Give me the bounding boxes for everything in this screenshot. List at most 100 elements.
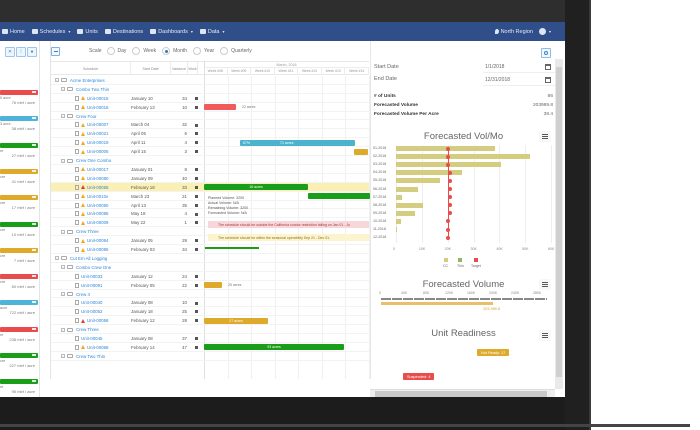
work-checkbox[interactable]: [195, 168, 198, 171]
scale-month-radio[interactable]: Month: [162, 47, 187, 55]
unit-row[interactable]: Unit-00095 May 18 4: [51, 210, 369, 219]
nav-dashboards[interactable]: Dashboards ▾: [150, 29, 193, 35]
unit-link[interactable]: Unit-00080: [87, 175, 109, 181]
collapse-toggle-icon[interactable]: −: [55, 256, 59, 261]
unit-card[interactable]: cre 17 mbf / acre: [0, 195, 38, 210]
unit-row[interactable]: Unit-00045 January 08 37: [51, 334, 369, 343]
schedule-bar[interactable]: [308, 193, 370, 200]
schedule-bar[interactable]: [204, 282, 222, 289]
grid-view-button[interactable]: ⁞: [16, 47, 26, 57]
unit-row[interactable]: Unit-00068 February 14 47: [51, 343, 369, 352]
work-checkbox[interactable]: [195, 221, 198, 225]
unit-link[interactable]: Unit-00017: [87, 166, 109, 172]
unit-card[interactable]: re 238 mbf / acre: [0, 326, 38, 342]
unit-link[interactable]: Unit-00095: [87, 247, 109, 253]
region-selector[interactable]: North Region: [494, 29, 533, 35]
legend-item-target[interactable]: Target: [471, 258, 481, 268]
unit-card[interactable]: cre 227 mbf / acre: [0, 353, 38, 368]
work-checkbox[interactable]: [195, 283, 198, 287]
schedule-bar[interactable]: [204, 104, 236, 111]
unit-row[interactable]: Unit-00080 January 09 40: [51, 174, 369, 183]
group-row[interactable]: − Crew Three: [51, 325, 369, 335]
unit-link[interactable]: Unit-00094: [87, 238, 109, 244]
unit-link[interactable]: Unit-00040: [81, 300, 103, 306]
work-checkbox[interactable]: [195, 176, 198, 180]
unit-link[interactable]: Unit-00090: [87, 202, 109, 208]
unit-link[interactable]: Unit-00019: [87, 140, 109, 146]
work-checkbox[interactable]: [195, 310, 198, 314]
suspended-badge[interactable]: Suspended: 4: [403, 373, 435, 380]
col-work[interactable]: Work: [188, 62, 198, 75]
unit-card[interactable]: re 95 mbf / acre: [0, 379, 38, 394]
group-link[interactable]: Crew Three: [76, 327, 99, 333]
work-checkbox[interactable]: [195, 185, 198, 189]
unit-link[interactable]: Unit-00091: [81, 282, 103, 288]
unit-link[interactable]: Unit-00058: [87, 318, 109, 324]
work-checkbox[interactable]: [195, 274, 198, 278]
unit-link[interactable]: Unit-00068: [87, 344, 109, 350]
chart-menu-button[interactable]: [539, 131, 551, 142]
unit-row[interactable]: Unit-00006 April 15 3: [51, 147, 369, 157]
nav-home[interactable]: Home: [2, 29, 25, 35]
scrollbar-thumb[interactable]: [375, 391, 547, 397]
group-row[interactable]: − Crew Two Thin: [51, 352, 369, 361]
group-link[interactable]: Crew Four: [76, 113, 97, 119]
end-date-input[interactable]: 12/31/2018: [483, 75, 555, 86]
scrollbar-thumb[interactable]: [556, 67, 562, 377]
unit-link[interactable]: Unit-00021: [87, 131, 109, 137]
collapse-toggle-icon[interactable]: −: [61, 158, 65, 163]
col-schedule[interactable]: Schedule: [51, 62, 131, 75]
schedule-bar[interactable]: [354, 148, 368, 155]
work-checkbox[interactable]: [195, 319, 198, 323]
unit-card[interactable]: cre 10 mbf / acre: [0, 221, 38, 237]
close-view-button[interactable]: ✕: [5, 47, 15, 57]
scale-year-radio[interactable]: Year: [193, 47, 214, 55]
settings-button[interactable]: [541, 48, 551, 58]
work-checkbox[interactable]: [195, 239, 198, 243]
collapse-toggle-icon[interactable]: −: [61, 354, 65, 359]
unit-row[interactable]: Unit-00019 April 11 4: [51, 138, 369, 148]
nav-schedules[interactable]: Schedules ▾: [31, 29, 70, 35]
unit-card[interactable]: cre 7 mbf / acre: [0, 247, 38, 263]
collapse-toggle-icon[interactable]: −: [61, 229, 65, 234]
work-checkbox[interactable]: [195, 132, 198, 136]
unit-row[interactable]: Unit-00094 January 05 29: [51, 236, 369, 246]
target-marker[interactable]: [447, 211, 452, 216]
unit-row[interactable]: Unit-00040 January 08 10: [51, 299, 369, 308]
cc-bar[interactable]: [396, 154, 531, 160]
group-link[interactable]: Crew Three: [76, 229, 99, 235]
scale-quarterly-radio[interactable]: Quarterly: [220, 47, 252, 55]
scale-week-radio[interactable]: Week: [132, 47, 156, 55]
group-row[interactable]: − Crew One Combo: [51, 156, 369, 165]
collapse-toggle-icon[interactable]: −: [61, 265, 65, 270]
start-date-input[interactable]: 1/1/2018: [483, 62, 555, 73]
target-marker[interactable]: [447, 187, 452, 191]
cc-bar[interactable]: [396, 178, 440, 184]
collapse-toggle-icon[interactable]: −: [61, 114, 65, 119]
unit-link[interactable]: Unit-00055: [87, 184, 109, 190]
work-checkbox[interactable]: [195, 346, 198, 349]
bullet-value-bar[interactable]: [381, 302, 494, 305]
target-marker[interactable]: [447, 178, 452, 183]
unit-card[interactable]: 5 acre 76 mbf / acre: [0, 90, 38, 105]
unit-link[interactable]: Unit-00033: [81, 273, 103, 279]
work-checkbox[interactable]: [195, 96, 198, 100]
unit-row[interactable]: Unit-00033 January 12 24: [51, 272, 369, 281]
unit-link[interactable]: Unit-00006: [87, 149, 109, 155]
cc-bar[interactable]: [396, 218, 402, 224]
work-checkbox[interactable]: [195, 212, 198, 216]
unit-link[interactable]: Unit-00009: [87, 220, 109, 226]
unit-card[interactable]: cre 60 mbf / acre: [0, 274, 38, 289]
group-row[interactable]: − Combo Crew One: [51, 263, 369, 272]
user-menu[interactable]: ▾: [538, 28, 551, 35]
collapse-toggle-icon[interactable]: −: [61, 292, 65, 297]
group-link[interactable]: Cut Em All Logging: [70, 255, 108, 261]
work-checkbox[interactable]: [195, 203, 198, 207]
work-checkbox[interactable]: [195, 194, 198, 198]
target-marker[interactable]: [447, 170, 452, 175]
unit-row[interactable]: Unit-00090 April 13 35: [51, 201, 369, 210]
unit-row[interactable]: Unit-00021 April 05 6: [51, 129, 369, 139]
work-checkbox[interactable]: [195, 337, 198, 341]
collapse-toggle-icon[interactable]: −: [61, 327, 65, 332]
unit-row[interactable]: Unit-00007 March 04 32: [51, 121, 369, 130]
